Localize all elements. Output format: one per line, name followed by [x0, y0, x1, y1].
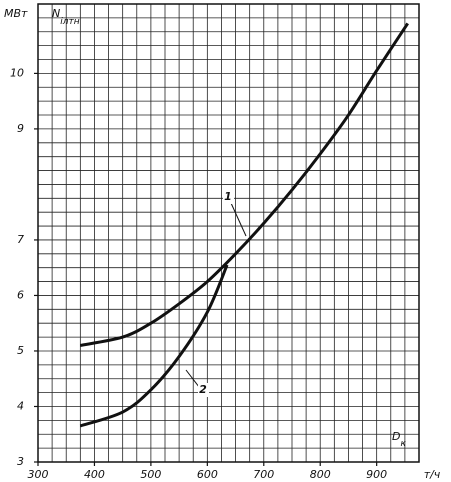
y-tick-label: 3 — [17, 455, 24, 468]
x-tick-label: 600 — [197, 468, 218, 481]
x-unit: т/ч — [424, 468, 441, 481]
y-label-sub: iлтн — [60, 17, 79, 27]
y-label: Niлтн — [52, 7, 80, 27]
y-tick-label: 4 — [17, 399, 24, 412]
y-label-main: N — [52, 7, 60, 20]
x-label-sub: к — [400, 439, 406, 449]
plot-frame — [37, 3, 420, 463]
x-label: Dк — [392, 430, 406, 449]
x-tick-label: 700 — [253, 468, 274, 481]
y-tick-label: 7 — [17, 233, 24, 246]
series-line — [79, 264, 229, 428]
series-label: 1 — [224, 190, 232, 203]
series-label: 2 — [199, 383, 207, 396]
label-bg — [223, 190, 234, 204]
label-bg — [198, 383, 209, 397]
x-tick-label: 500 — [140, 468, 161, 481]
y-tick-label: 10 — [10, 66, 24, 79]
x-label-main: D — [392, 430, 400, 443]
y-tick-label: 5 — [17, 344, 24, 357]
x-tick-label: 300 — [28, 468, 49, 481]
x-tick-label: 900 — [366, 468, 387, 481]
leader-line — [230, 202, 247, 237]
series-line — [80, 22, 409, 347]
x-tick-label: 800 — [310, 468, 331, 481]
x-tick-label: 400 — [84, 468, 105, 481]
y-tick-label: 6 — [17, 288, 24, 301]
y-unit: МВт — [4, 7, 28, 20]
y-tick-label: 9 — [17, 122, 24, 135]
